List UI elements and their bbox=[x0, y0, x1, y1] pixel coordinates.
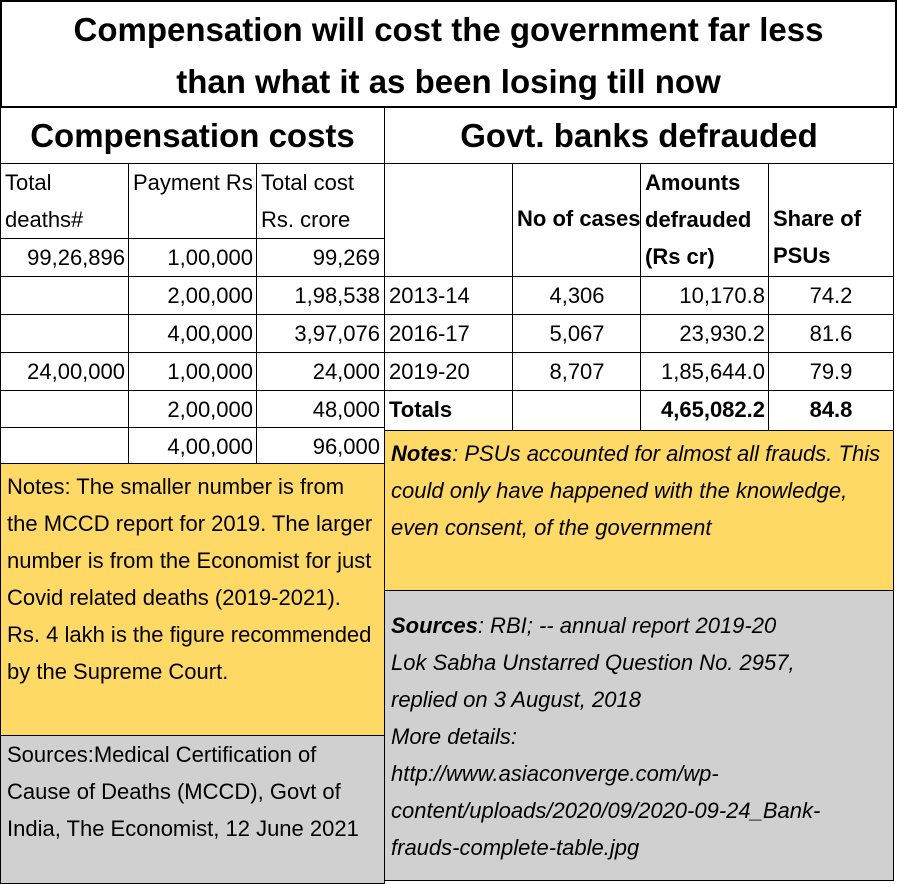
bank-cell-amount: 1,85,644.0 bbox=[661, 359, 765, 384]
banks-sources-link[interactable]: frauds-complete-table.jpg bbox=[391, 835, 640, 860]
compensation-sources: Sources:Medical Certification of Cause o… bbox=[0, 735, 385, 884]
comp-cell-cost: 1,98,538 bbox=[294, 283, 380, 308]
grid-line bbox=[385, 314, 893, 315]
grid-line bbox=[1, 276, 384, 277]
compensation-table: Total deaths# Payment Rs Total cost Rs. … bbox=[0, 163, 385, 464]
main-title-line-1: Compensation will cost the government fa… bbox=[73, 11, 824, 48]
grid-line bbox=[768, 164, 769, 430]
totals-share: 84.8 bbox=[809, 397, 853, 422]
compensation-title: Compensation costs bbox=[0, 107, 385, 164]
banks-sources: Sources: RBI; -- annual report 2019-20 L… bbox=[384, 590, 894, 881]
bank-cell-year: 2019-20 bbox=[389, 359, 470, 384]
bank-cell-year: 2016-17 bbox=[389, 321, 470, 346]
header-amounts-defrauded: Amounts defrauded (Rs cr) bbox=[645, 170, 752, 269]
bank-cell-share: 81.6 bbox=[809, 321, 853, 346]
grid-line bbox=[512, 164, 513, 430]
grid-line bbox=[1, 352, 384, 353]
bank-cell-share: 74.2 bbox=[809, 283, 853, 308]
comp-cell-payment: 1,00,000 bbox=[167, 359, 253, 384]
header-share-of-psus: Share of PSUs bbox=[773, 206, 862, 268]
grid-line bbox=[1, 390, 384, 391]
banks-sources-label: Sources bbox=[391, 613, 478, 638]
grid-line bbox=[1, 238, 384, 239]
comp-cell-cost: 3,97,076 bbox=[294, 321, 380, 346]
banks-notes-text: : PSUs accounted for almost all frauds. … bbox=[391, 441, 881, 540]
grid-line bbox=[385, 276, 893, 277]
main-title-line-2: than what it as been losing till now bbox=[176, 63, 721, 100]
comp-cell-payment: 2,00,000 bbox=[167, 283, 253, 308]
grid-line bbox=[128, 164, 129, 463]
banks-sources-line: Lok Sabha Unstarred Question No. 2957, bbox=[391, 650, 795, 675]
bank-cell-amount: 23,930.2 bbox=[679, 321, 765, 346]
comp-cell-cost: 24,000 bbox=[312, 359, 380, 384]
compensation-notes: Notes: The smaller number is from the MC… bbox=[0, 463, 385, 736]
main-title: Compensation will cost the government fa… bbox=[0, 0, 897, 108]
banks-sources-line: More details: bbox=[391, 724, 517, 749]
grid-line bbox=[1, 427, 384, 428]
comp-cell-payment: 4,00,000 bbox=[167, 434, 253, 459]
banks-table: No of cases Amounts defrauded (Rs cr) Sh… bbox=[384, 163, 894, 431]
comp-cell-cost: 48,000 bbox=[312, 397, 380, 422]
totals-label: Totals bbox=[389, 397, 453, 422]
bank-cell-year: 2013-14 bbox=[389, 283, 470, 308]
comp-cell-deaths: 99,26,896 bbox=[27, 245, 125, 270]
comp-cell-cost: 96,000 bbox=[312, 434, 380, 459]
bank-cell-cases: 4,306 bbox=[549, 283, 605, 308]
banks-sources-link[interactable]: content/uploads/2020/09/2020-09-24_Bank- bbox=[391, 798, 821, 823]
bank-cell-share: 79.9 bbox=[809, 359, 853, 384]
comp-cell-cost: 99,269 bbox=[312, 245, 380, 270]
banks-sources-line: replied on 3 August, 2018 bbox=[391, 687, 641, 712]
totals-amount: 4,65,082.2 bbox=[661, 397, 765, 422]
header-no-of-cases: No of cases bbox=[517, 206, 641, 231]
header-total-cost: Total cost Rs. crore bbox=[261, 170, 354, 232]
bank-cell-cases: 8,707 bbox=[549, 359, 605, 384]
grid-line bbox=[385, 390, 893, 391]
grid-line bbox=[640, 164, 641, 430]
bank-cell-amount: 10,170.8 bbox=[679, 283, 765, 308]
bank-cell-cases: 5,067 bbox=[549, 321, 605, 346]
comp-cell-payment: 1,00,000 bbox=[167, 245, 253, 270]
comp-cell-payment: 4,00,000 bbox=[167, 321, 253, 346]
banks-notes: Notes: PSUs accounted for almost all fra… bbox=[384, 430, 894, 591]
header-total-deaths: Total deaths# bbox=[5, 170, 84, 232]
banks-notes-label: Notes bbox=[391, 441, 453, 466]
comp-cell-payment: 2,00,000 bbox=[167, 397, 253, 422]
banks-sources-text: : RBI; -- annual report 2019-20 bbox=[477, 613, 777, 638]
grid-line bbox=[385, 352, 893, 353]
grid-line bbox=[256, 164, 257, 463]
banks-title: Govt. banks defrauded bbox=[384, 107, 894, 164]
grid-line bbox=[1, 314, 384, 315]
banks-sources-link[interactable]: http://www.asiaconverge.com/wp- bbox=[391, 761, 719, 786]
header-payment: Payment Rs bbox=[133, 170, 253, 195]
comp-cell-deaths: 24,00,000 bbox=[27, 359, 125, 384]
